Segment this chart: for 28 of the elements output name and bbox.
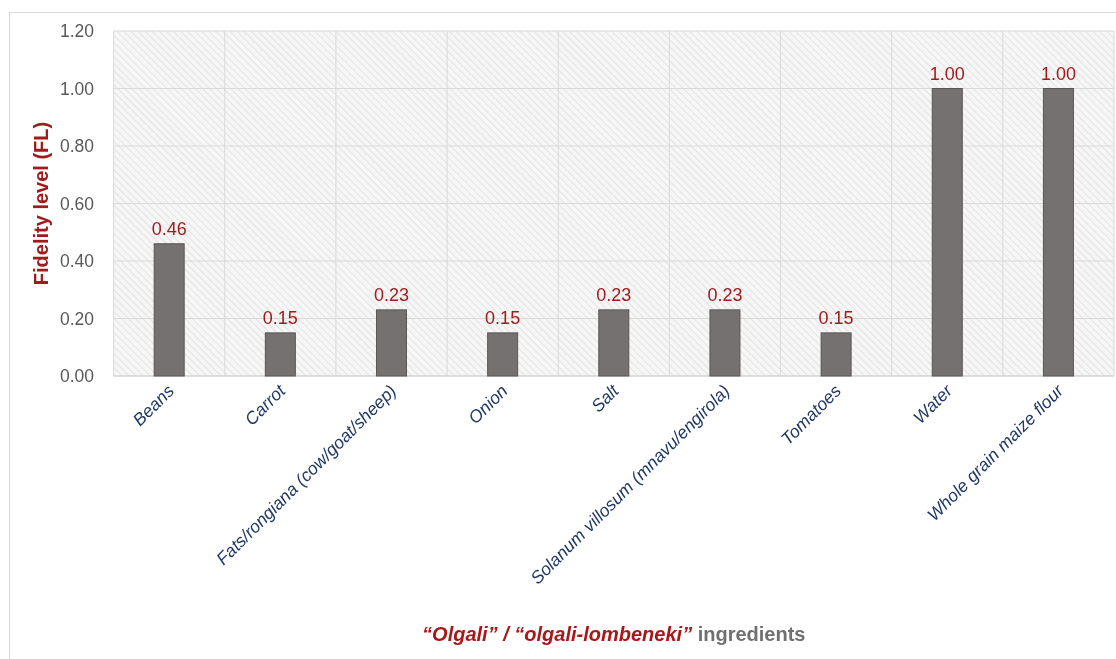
data-label: 0.23	[707, 284, 743, 305]
y-tick-label: 1.00	[59, 78, 95, 99]
y-tick-label: 0.60	[59, 193, 95, 214]
data-label: 0.23	[596, 284, 632, 305]
x-tick-label: Salt	[587, 379, 624, 417]
y-tick-label: 0.80	[59, 136, 95, 157]
x-axis-title: “Olgali” / “olgali-lombeneki” ingredients	[422, 623, 806, 645]
data-label: 0.46	[151, 218, 187, 239]
y-axis-title: Fidelity level (FL)	[30, 121, 52, 286]
bar	[375, 309, 407, 377]
data-label: 1.00	[1040, 63, 1076, 84]
data-label: 0.15	[485, 307, 521, 328]
bar	[153, 243, 185, 377]
data-label: 0.15	[818, 307, 854, 328]
bar	[931, 88, 963, 377]
bar	[820, 332, 852, 377]
bar	[1042, 88, 1074, 377]
data-label: 0.15	[262, 307, 298, 328]
y-tick-label: 1.20	[59, 21, 95, 42]
data-label: 1.00	[929, 63, 965, 84]
y-tick-label: 0.00	[59, 366, 95, 387]
bar	[598, 309, 630, 377]
bar	[264, 332, 296, 377]
data-label: 0.23	[373, 284, 410, 305]
bar	[487, 332, 519, 377]
bar	[709, 309, 741, 377]
y-tick-label: 0.40	[59, 251, 95, 272]
y-tick-label: 0.20	[59, 308, 95, 329]
